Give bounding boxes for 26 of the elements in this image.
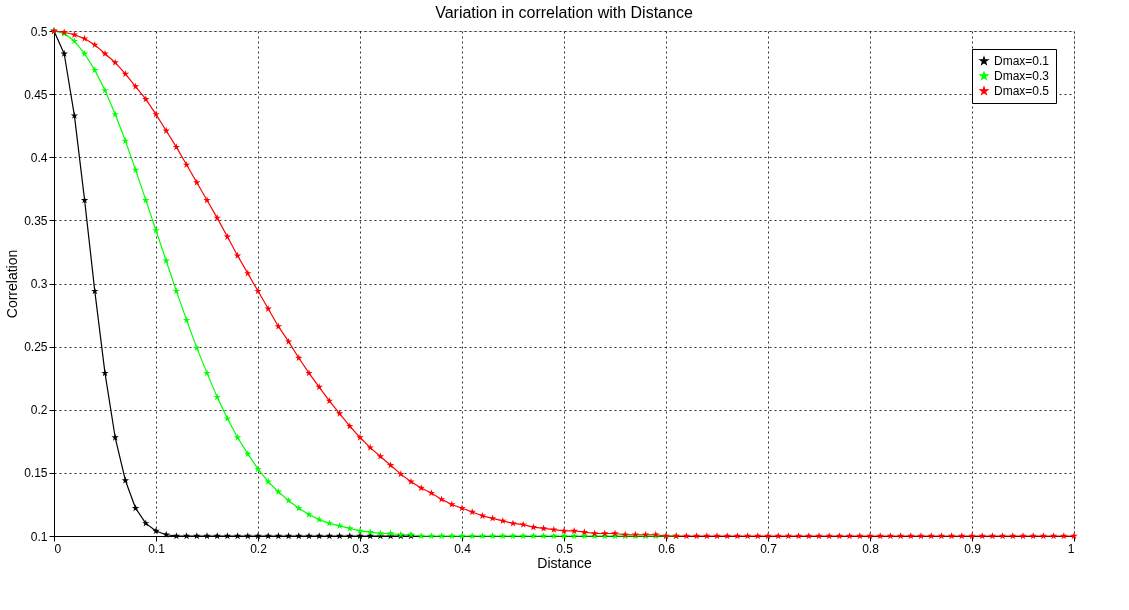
y-tick-label: 0.4 bbox=[30, 150, 48, 165]
y-tick-label: 0.35 bbox=[24, 213, 48, 228]
legend-label: Dmax=0.1 bbox=[994, 54, 1050, 68]
x-tick-label: 0.9 bbox=[964, 541, 982, 556]
y-tick-label: 0.5 bbox=[30, 24, 48, 39]
x-tick-label: 0.5 bbox=[556, 541, 574, 556]
x-tick-label: 0.7 bbox=[760, 541, 778, 556]
y-tick-label: 0.2 bbox=[30, 403, 48, 418]
chart-title: Variation in correlation with Distance bbox=[435, 4, 693, 21]
x-axis-title: Distance bbox=[537, 554, 592, 571]
x-tick-label: 0.4 bbox=[454, 541, 472, 556]
x-tick-label: 0.8 bbox=[862, 541, 880, 556]
legend-label: Dmax=0.5 bbox=[994, 84, 1050, 98]
y-axis-title: Correlation bbox=[4, 249, 21, 319]
x-tick-label: 0 bbox=[54, 541, 62, 556]
x-tick-label: 0.3 bbox=[352, 541, 370, 556]
x-tick-label: 0.2 bbox=[250, 541, 268, 556]
y-tick-label: 0.1 bbox=[30, 529, 48, 544]
y-tick-label: 0.45 bbox=[24, 87, 48, 102]
x-tick-label: 0.6 bbox=[658, 541, 676, 556]
x-tick-label: 0.1 bbox=[148, 541, 166, 556]
legend-label: Dmax=0.3 bbox=[994, 69, 1050, 83]
x-tick-label: 1 bbox=[1067, 541, 1075, 556]
y-tick-label: 0.25 bbox=[24, 340, 48, 355]
y-tick-label: 0.3 bbox=[30, 277, 48, 291]
y-tick-label: 0.15 bbox=[24, 466, 48, 481]
